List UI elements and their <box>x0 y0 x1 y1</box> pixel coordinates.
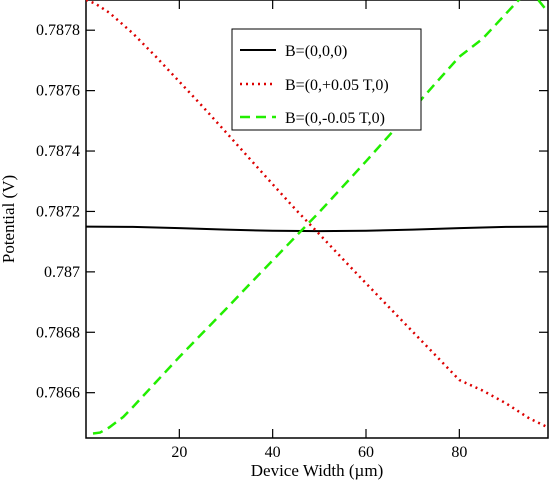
legend-box <box>231 28 422 131</box>
legend: B=(0,0,0) B=(0,+0.05 T,0) B=(0,-0.05 T,0… <box>231 28 422 131</box>
legend-label-series-3: B=(0,-0.05 T,0) <box>285 110 385 127</box>
x-tick-label: 60 <box>358 444 374 461</box>
x-tick-label: 80 <box>451 444 467 461</box>
legend-label-series-2: B=(0,+0.05 T,0) <box>285 77 389 94</box>
series-line-1 <box>86 225 548 233</box>
x-axis-title: Device Width (µm) <box>251 461 383 480</box>
y-tick-label: 0.787 <box>44 264 80 281</box>
plot-frame <box>85 0 549 439</box>
series-line-3 <box>92 0 548 435</box>
legend-label-series-1: B=(0,0,0) <box>285 43 347 60</box>
y-tick-label: 0.7868 <box>36 324 80 341</box>
ticks-layer: 20 40 60 80 0.7866 0.7868 0.787 0.7872 0.7874 0.7… <box>36 0 548 461</box>
y-tick-label: 0.7878 <box>36 22 80 39</box>
y-tick-label: 0.7866 <box>36 385 80 402</box>
y-axis-title: Potential (V) <box>0 175 18 263</box>
x-tick-label: 20 <box>171 444 187 461</box>
series-line-2 <box>86 0 548 429</box>
y-tick-label: 0.7876 <box>36 83 80 100</box>
x-tick-label: 40 <box>265 444 281 461</box>
series-layer <box>86 0 548 435</box>
y-tick-label: 0.7874 <box>36 143 80 160</box>
y-tick-label: 0.7872 <box>36 203 80 220</box>
